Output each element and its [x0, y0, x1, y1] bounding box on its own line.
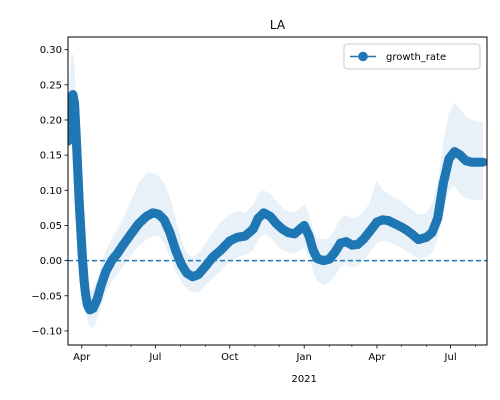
y-tick-label: 0.15 — [40, 151, 62, 162]
legend-box — [343, 43, 481, 70]
y-axis: −0.10 −0.05 0.00 0.05 0.10 0.15 0.20 0.25 0.30 — [31, 45, 68, 337]
y-tick-label: 0.10 — [40, 186, 62, 197]
x-tick-label: Jan — [295, 352, 311, 363]
y-tick-label: 0.30 — [40, 45, 62, 56]
y-tick-label: −0.10 — [31, 326, 62, 337]
legend-entry-growth-rate: growth_rate — [386, 52, 446, 63]
y-tick-label: 0.25 — [40, 80, 62, 91]
series-marker-layer — [68, 90, 487, 315]
y-tick-label: 0.20 — [40, 115, 62, 126]
x-tick-label: Apr — [73, 352, 91, 363]
x-tick-label: Jul — [444, 352, 457, 363]
y-tick-label: 0.00 — [40, 256, 62, 267]
confidence-band-layer — [68, 53, 483, 328]
legend[interactable]: growth_rate — [343, 43, 481, 70]
data-point — [478, 157, 487, 167]
x-axis: Apr Jul Oct Jan Apr Jul 2021 — [73, 345, 476, 385]
y-tick-label: −0.05 — [31, 291, 62, 302]
plot-frame — [67, 36, 488, 346]
confidence-band-0 — [68, 53, 483, 328]
x-year-label: 2021 — [291, 374, 316, 385]
x-tick-label: Jul — [148, 352, 161, 363]
x-tick-label: Apr — [368, 352, 386, 363]
chart-title: LA — [270, 18, 286, 32]
y-tick-label: 0.05 — [40, 221, 62, 232]
legend-marker-swatch — [358, 51, 368, 62]
x-tick-label: Oct — [221, 352, 238, 363]
